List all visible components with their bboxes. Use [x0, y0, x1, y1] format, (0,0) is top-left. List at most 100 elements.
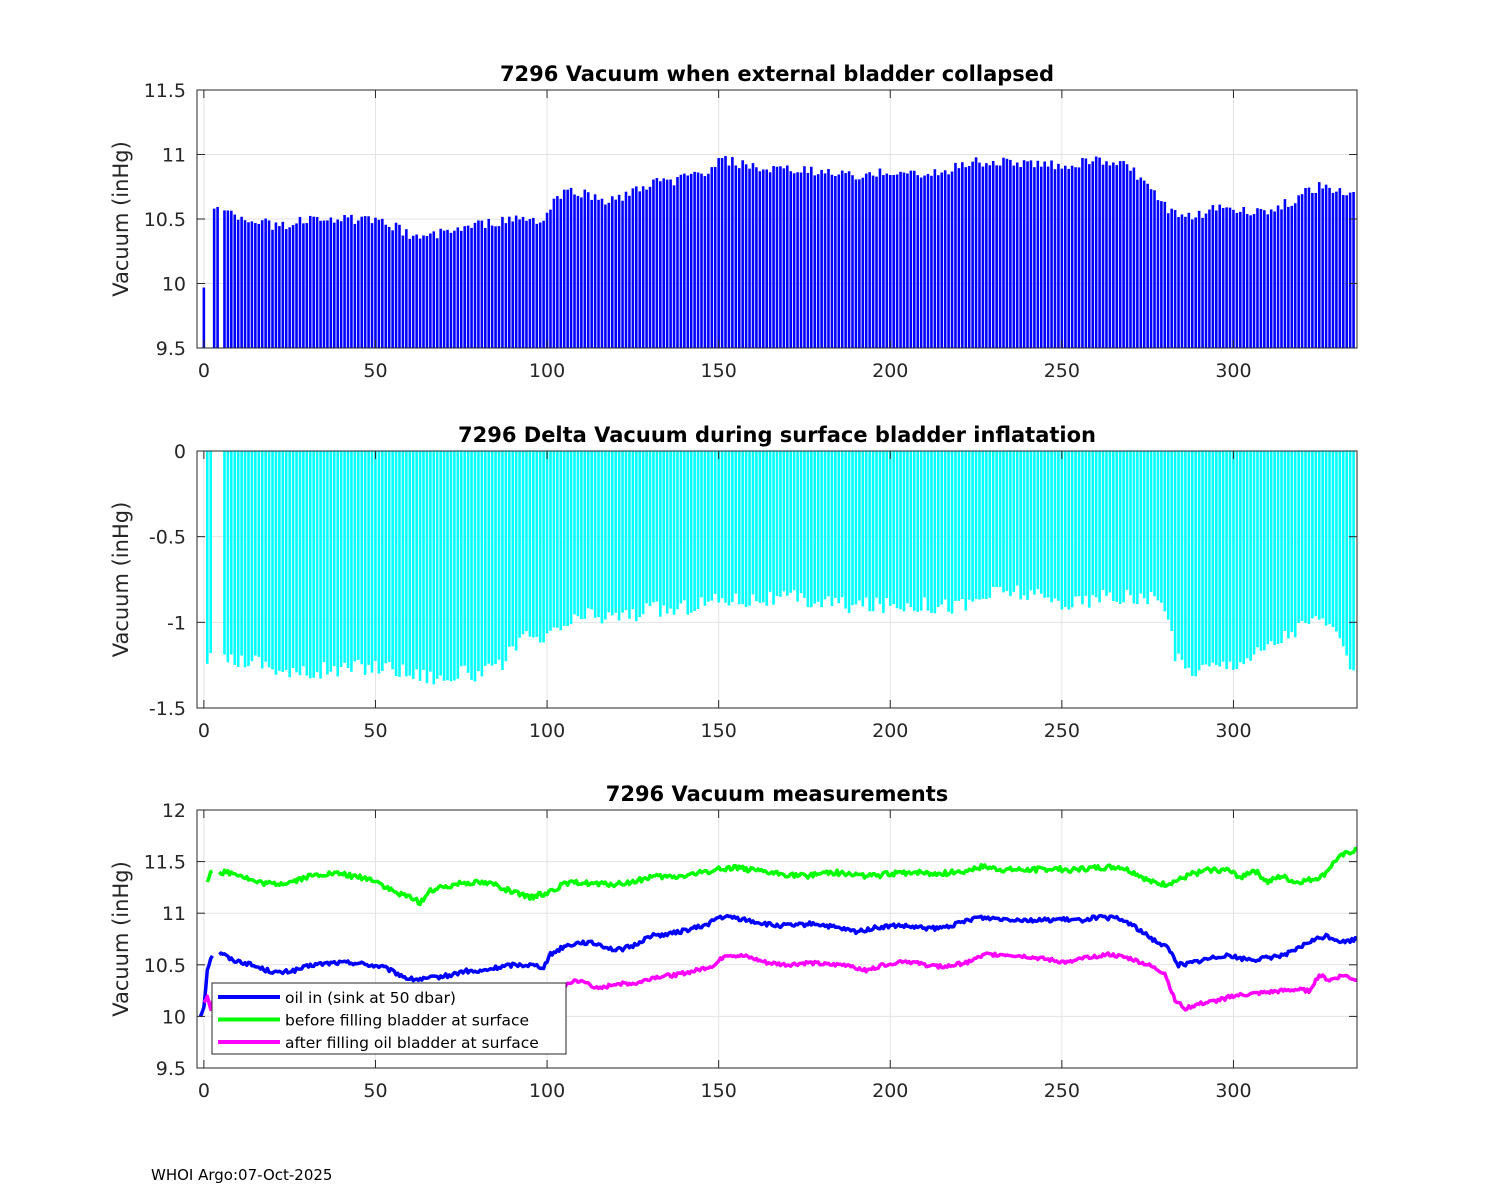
- bar: [950, 451, 954, 614]
- bar: [679, 174, 683, 348]
- bar: [813, 175, 817, 348]
- bar: [868, 451, 871, 612]
- bar: [1184, 451, 1187, 669]
- bar: [1208, 209, 1211, 348]
- bar: [374, 451, 377, 661]
- x-tick-label: 100: [529, 720, 565, 742]
- bar: [737, 168, 741, 348]
- bar: [1053, 451, 1057, 599]
- bar: [1163, 451, 1167, 612]
- bar: [377, 451, 381, 674]
- bar: [786, 451, 789, 596]
- bar: [387, 226, 391, 348]
- bar: [1063, 451, 1067, 607]
- bar: [483, 227, 487, 348]
- bar: [614, 451, 617, 613]
- bar: [1118, 161, 1122, 348]
- panel-1: 0 50 100 150 200 250 300 9.5 10 10.5 11 11.5 7296 Va…: [109, 62, 1358, 382]
- bar: [1146, 183, 1149, 348]
- bar: [470, 451, 473, 680]
- bar: [363, 216, 367, 348]
- bar: [281, 451, 285, 672]
- bar: [250, 451, 254, 662]
- bar: [381, 218, 384, 348]
- bar: [707, 173, 710, 348]
- bar: [535, 223, 539, 348]
- bar: [1197, 210, 1201, 348]
- bar: [1039, 451, 1043, 594]
- bar: [521, 451, 525, 635]
- bar: [477, 220, 480, 348]
- bar: [1263, 451, 1266, 651]
- bar: [535, 451, 539, 637]
- bar: [1245, 451, 1249, 659]
- bar: [985, 163, 988, 348]
- bar: [731, 157, 734, 348]
- bar: [847, 451, 851, 614]
- bar: [1077, 451, 1081, 597]
- bar: [775, 166, 779, 348]
- bar: [1228, 451, 1232, 662]
- x-tick-label: 150: [701, 360, 737, 382]
- x-tick-label: 250: [1044, 1080, 1080, 1102]
- bar: [837, 451, 841, 604]
- bar: [1077, 167, 1081, 348]
- bar: [284, 451, 288, 671]
- bar: [700, 173, 703, 348]
- bar: [689, 173, 693, 348]
- bar: [1232, 209, 1235, 348]
- bar: [1259, 451, 1263, 651]
- bar: [669, 179, 672, 348]
- x-tick-label: 50: [363, 360, 387, 382]
- bar: [459, 230, 463, 348]
- bar: [1201, 217, 1204, 348]
- bar: [226, 451, 230, 663]
- bar: [641, 451, 645, 615]
- bar: [827, 451, 830, 597]
- bar: [1129, 451, 1132, 596]
- bar: [961, 162, 964, 348]
- bar: [360, 216, 364, 348]
- bar: [768, 172, 772, 348]
- bar: [744, 164, 748, 348]
- x-tick-label: 300: [1215, 360, 1251, 382]
- bar: [1235, 212, 1239, 348]
- bar: [319, 451, 322, 679]
- bar: [806, 172, 810, 348]
- bar: [298, 216, 302, 348]
- y-tick-label: 11.5: [144, 852, 186, 874]
- bar: [937, 451, 940, 607]
- bar: [899, 171, 902, 348]
- bar: [621, 451, 624, 613]
- bar: [659, 181, 662, 348]
- bar: [1317, 451, 1321, 620]
- bar: [720, 451, 724, 599]
- bar: [1218, 204, 1222, 348]
- bar: [1160, 201, 1163, 348]
- bar: [648, 186, 652, 348]
- bar: [1259, 208, 1263, 348]
- bar: [906, 173, 909, 348]
- bar: [473, 451, 477, 682]
- bar: [1269, 451, 1273, 642]
- bar: [1221, 207, 1225, 348]
- bar: [1098, 451, 1101, 603]
- bar: [432, 231, 436, 348]
- bar: [1053, 169, 1057, 348]
- bar: [758, 451, 762, 603]
- bar: [1074, 167, 1077, 348]
- bar: [583, 451, 587, 619]
- bar: [319, 220, 322, 348]
- bar: [1180, 451, 1184, 660]
- bar: [614, 199, 617, 348]
- bar: [1005, 158, 1009, 348]
- bar: [1105, 451, 1108, 596]
- bar: [744, 451, 748, 608]
- bar: [1283, 451, 1287, 631]
- bar: [394, 451, 398, 677]
- bar: [288, 451, 291, 678]
- bar: [957, 168, 961, 348]
- bar: [1163, 201, 1167, 348]
- bar: [768, 451, 772, 592]
- y-tick-label: 11: [162, 145, 186, 167]
